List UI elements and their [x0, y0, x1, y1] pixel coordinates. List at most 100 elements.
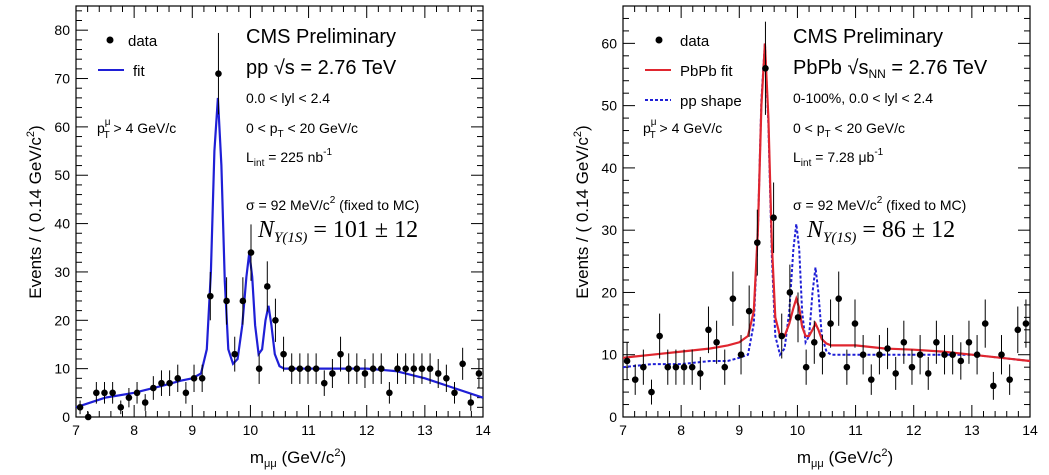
data-point — [1006, 376, 1013, 383]
data-point — [296, 365, 304, 372]
data-point — [819, 351, 826, 359]
legend-pp-label: pp shape — [680, 93, 742, 110]
luminosity-label: Lint = 7.28 μb-1 — [793, 147, 884, 169]
plot-frame — [75, 5, 484, 418]
data-point — [329, 370, 336, 377]
y-tick-labels: 0 10 20 30 40 50 60 — [601, 35, 617, 425]
y-tick-label: 40 — [601, 160, 617, 176]
data-point — [697, 370, 704, 377]
data-point — [688, 363, 696, 371]
data-point — [353, 365, 361, 372]
data-point — [150, 384, 157, 392]
data-point — [320, 379, 328, 387]
data-point — [949, 351, 956, 359]
data-point — [664, 363, 672, 371]
data-point — [786, 289, 794, 296]
data-point — [443, 375, 450, 382]
x-tick-label: 13 — [964, 422, 980, 438]
data-point — [900, 338, 908, 346]
data-point — [1014, 326, 1022, 334]
data-point — [933, 338, 940, 346]
data-point — [76, 404, 84, 411]
x-tick-label: 14 — [475, 422, 491, 438]
x-tick-label: 9 — [735, 422, 743, 438]
data-point — [263, 283, 271, 290]
data-point — [182, 389, 190, 397]
data-point — [475, 370, 483, 377]
data-point — [272, 316, 279, 324]
data-point — [467, 399, 475, 406]
data-point — [190, 375, 198, 382]
data-point — [705, 326, 712, 334]
data-point — [451, 389, 458, 397]
data-point — [141, 399, 149, 406]
data-point — [631, 376, 639, 383]
data-point — [198, 375, 206, 382]
legend-fit-label: fit — [133, 63, 146, 80]
data-point — [802, 363, 810, 371]
data-point — [377, 365, 385, 372]
yield-label: NΥ(1S) = 101 ± 12 — [257, 217, 418, 246]
data-point — [345, 365, 352, 372]
data-point — [394, 365, 401, 372]
data-point — [990, 382, 997, 390]
data-point — [680, 363, 688, 371]
data-point — [361, 370, 369, 377]
pt-range-label: 0 < pT < 20 GeV/c — [793, 120, 905, 140]
data-point — [737, 351, 745, 359]
y-tick-label: 10 — [54, 361, 70, 377]
data-points — [76, 32, 483, 421]
data-point — [843, 363, 851, 371]
data-point — [851, 320, 859, 327]
data-point — [459, 360, 466, 368]
y-tick-labels: 0 10 20 30 40 50 60 70 80 — [54, 22, 70, 425]
data-point — [867, 376, 875, 383]
data-point — [981, 320, 989, 327]
data-point — [231, 350, 239, 358]
data-point — [754, 239, 761, 246]
pt-range-label: 0 < pT < 20 GeV/c — [246, 120, 358, 140]
x-tick-label: 11 — [848, 422, 863, 438]
pp-shape-curve — [622, 43, 1031, 369]
data-point — [973, 351, 981, 359]
data-point — [713, 338, 720, 346]
data-points — [623, 21, 1030, 405]
x-axis-title: mμμ (GeV/c2) — [250, 447, 346, 470]
x-tick-label: 12 — [906, 422, 922, 438]
rapidity-label: 0-100%, 0.0 < lyl < 2.4 — [793, 90, 933, 106]
data-point — [166, 379, 173, 387]
chart-title: CMS Preliminary — [246, 26, 396, 48]
data-point — [434, 370, 442, 377]
data-point — [93, 389, 100, 397]
x-tick-label: 7 — [619, 422, 627, 438]
yield-label: NΥ(1S) = 86 ± 12 — [806, 217, 955, 246]
panel-pp: 0 10 20 30 40 50 60 70 80 7 8 9 10 11 12 13 14 data fit… — [25, 5, 491, 470]
x-tick-labels: 7 8 9 10 11 12 13 14 — [72, 422, 491, 438]
data-point — [656, 332, 663, 340]
data-point — [884, 345, 891, 352]
data-point — [794, 314, 802, 321]
x-tick-labels: 7 8 9 10 11 12 13 14 — [619, 422, 1038, 438]
data-point — [174, 375, 182, 382]
data-point — [648, 388, 655, 396]
system-label: PbPb √sNN = 2.76 TeV — [793, 57, 988, 81]
data-point — [402, 365, 409, 372]
data-point — [386, 389, 393, 397]
luminosity-label: Lint = 225 nb-1 — [246, 147, 332, 169]
x-tick-label: 7 — [72, 422, 80, 438]
data-point — [729, 295, 737, 302]
data-point — [125, 394, 133, 401]
legend-data-marker — [106, 36, 114, 44]
legend-fit-label: PbPb fit — [680, 63, 733, 80]
x-tick-label: 14 — [1022, 422, 1038, 438]
data-point — [426, 365, 434, 372]
data-point — [109, 389, 116, 397]
y-tick-label: 20 — [54, 312, 70, 328]
x-tick-label: 11 — [301, 422, 316, 438]
x-tick-label: 9 — [188, 422, 196, 438]
system-label: pp √s = 2.76 TeV — [246, 57, 397, 79]
x-tick-label: 8 — [677, 422, 685, 438]
y-axis-title: Events / ( 0.14 GeV/c2) — [25, 125, 45, 298]
data-point — [410, 365, 418, 372]
